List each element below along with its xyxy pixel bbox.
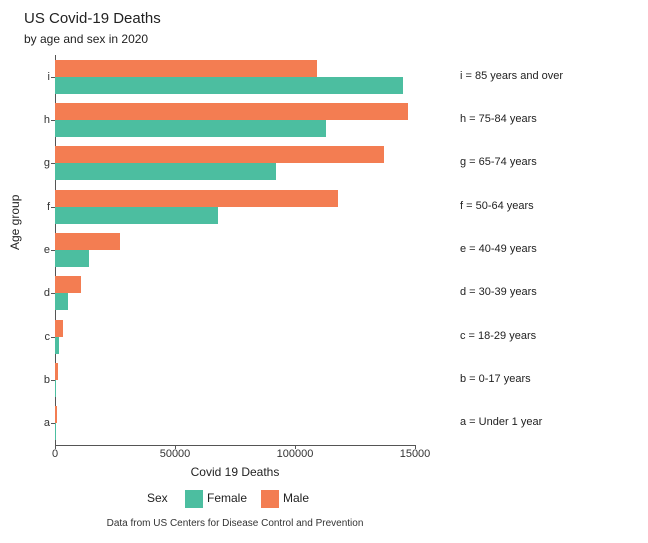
bar-male	[55, 103, 408, 120]
legend-title: Sex	[147, 491, 168, 505]
bar-female	[55, 293, 68, 310]
y-tick-label: a	[32, 417, 50, 429]
key-label: d = 30-39 years	[460, 286, 537, 298]
key-label: g = 65-74 years	[460, 156, 537, 168]
bar-female	[55, 250, 89, 267]
y-tick-label: b	[32, 374, 50, 386]
bar-female	[55, 337, 59, 354]
x-axis-label: Covid 19 Deaths	[55, 465, 415, 479]
key-label: e = 40-49 years	[460, 243, 537, 255]
legend-swatch	[185, 490, 203, 508]
key-label: c = 18-29 years	[460, 330, 536, 342]
key-label: a = Under 1 year	[460, 416, 542, 428]
legend-label: Female	[207, 491, 247, 505]
y-tick-label: g	[32, 157, 50, 169]
bar-male	[55, 233, 120, 250]
bar-female	[55, 77, 403, 94]
bar-female	[55, 423, 56, 440]
chart-container: US Covid-19 Deaths by age and sex in 202…	[0, 0, 648, 543]
x-axis-line	[55, 445, 415, 446]
bar-male	[55, 320, 63, 337]
y-tick-label: c	[32, 331, 50, 343]
x-tick-label: 100000	[277, 448, 314, 460]
bar-male	[55, 60, 317, 77]
chart-subtitle: by age and sex in 2020	[24, 32, 148, 46]
x-tick-label: 0	[52, 448, 58, 460]
key-label: f = 50-64 years	[460, 200, 534, 212]
bar-male	[55, 190, 338, 207]
y-axis-label: Age group	[8, 195, 22, 250]
bar-male	[55, 146, 384, 163]
legend-item: Female	[185, 490, 247, 508]
legend-label: Male	[283, 491, 309, 505]
x-tick-label: 15000	[400, 448, 431, 460]
bar-male	[55, 363, 58, 380]
y-tick-label: e	[32, 244, 50, 256]
legend-swatch	[261, 490, 279, 508]
key-label: b = 0-17 years	[460, 373, 531, 385]
legend: Sex Female Male	[55, 490, 415, 508]
key-label: h = 75-84 years	[460, 113, 537, 125]
y-tick-label: i	[32, 71, 50, 83]
y-tick-label: d	[32, 287, 50, 299]
bar-male	[55, 276, 81, 293]
chart-title: US Covid-19 Deaths	[24, 10, 161, 27]
y-tick-label: f	[32, 201, 50, 213]
chart-caption: Data from US Centers for Disease Control…	[55, 518, 415, 529]
bar-female	[55, 120, 326, 137]
bar-female	[55, 163, 276, 180]
bar-female	[55, 207, 218, 224]
y-tick-label: h	[32, 114, 50, 126]
x-tick-label: 50000	[160, 448, 191, 460]
bar-male	[55, 406, 57, 423]
bar-female	[55, 380, 56, 397]
key-label: i = 85 years and over	[460, 70, 563, 82]
legend-item: Male	[261, 490, 309, 508]
